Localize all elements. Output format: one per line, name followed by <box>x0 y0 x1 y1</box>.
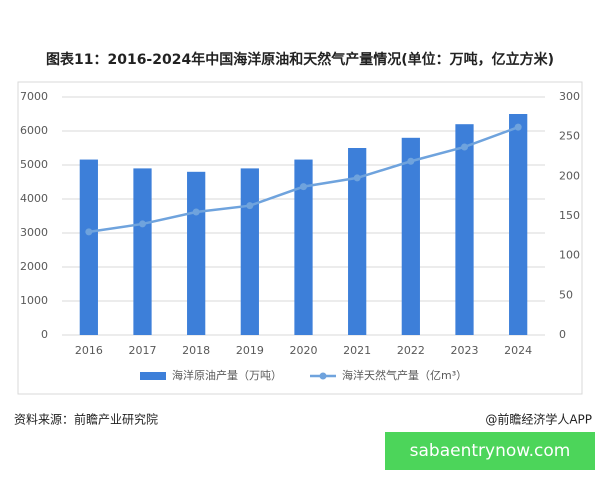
bar <box>294 159 313 335</box>
y2-tick-label: 150 <box>559 209 580 222</box>
bar <box>240 168 259 335</box>
banner: sabaentrynow.com <box>410 441 571 461</box>
line-point <box>407 157 415 165</box>
banner-bg <box>385 432 595 470</box>
x-tick-label: 2023 <box>451 344 479 357</box>
chart-frame <box>17 81 583 395</box>
x-tick-label: 2020 <box>290 344 318 357</box>
bar <box>348 148 367 335</box>
line-point <box>192 208 200 216</box>
y2-tick-label: 100 <box>559 249 580 262</box>
line-point <box>300 183 307 191</box>
bar <box>455 124 474 335</box>
y2-tick-label: 50 <box>559 288 573 301</box>
x-tick-label: 2017 <box>129 344 157 357</box>
x-tick-label: 2024 <box>504 344 532 357</box>
bar <box>509 114 528 335</box>
y-tick-label: 7000 <box>20 90 48 103</box>
line-point <box>139 220 146 228</box>
line-point <box>461 143 468 151</box>
x-tick-label: 2019 <box>236 344 264 357</box>
y2-tick-label: 200 <box>559 169 580 182</box>
legend-swatch <box>319 372 327 380</box>
bar <box>187 171 206 335</box>
y2-tick-label: 250 <box>559 130 580 143</box>
x-tick-label: 2021 <box>343 344 371 357</box>
line-point <box>85 228 93 236</box>
legend-label: 海洋天然气产量（亿m³） <box>342 368 467 382</box>
y-tick-label: 2000 <box>20 260 48 273</box>
legend-swatch <box>140 372 166 380</box>
line-point <box>246 202 254 210</box>
credit: @前瞻经济学人APP <box>485 412 592 427</box>
legend-label: 海洋原油产量（万吨） <box>172 368 282 382</box>
y-tick-label: 3000 <box>20 226 48 239</box>
y2-tick-label: 0 <box>559 328 566 341</box>
y-tick-label: 5000 <box>20 158 48 171</box>
y-tick-label: 0 <box>41 328 48 341</box>
bar <box>79 159 98 335</box>
x-tick-label: 2018 <box>182 344 210 357</box>
bar <box>401 137 420 335</box>
source: 资料来源：前瞻产业研究院 <box>14 412 158 427</box>
y-tick-label: 1000 <box>20 294 48 307</box>
line-point <box>353 174 361 182</box>
y-tick-label: 4000 <box>20 192 48 205</box>
line-point <box>514 123 522 131</box>
y-tick-label: 6000 <box>20 124 48 137</box>
y2-tick-label: 300 <box>559 90 580 103</box>
x-tick-label: 2016 <box>75 344 103 357</box>
chart-title: 图表11：2016-2024年中国海洋原油和天然气产量情况(单位：万吨，亿立方米… <box>46 51 554 68</box>
bar <box>133 168 152 335</box>
x-tick-label: 2022 <box>397 344 425 357</box>
